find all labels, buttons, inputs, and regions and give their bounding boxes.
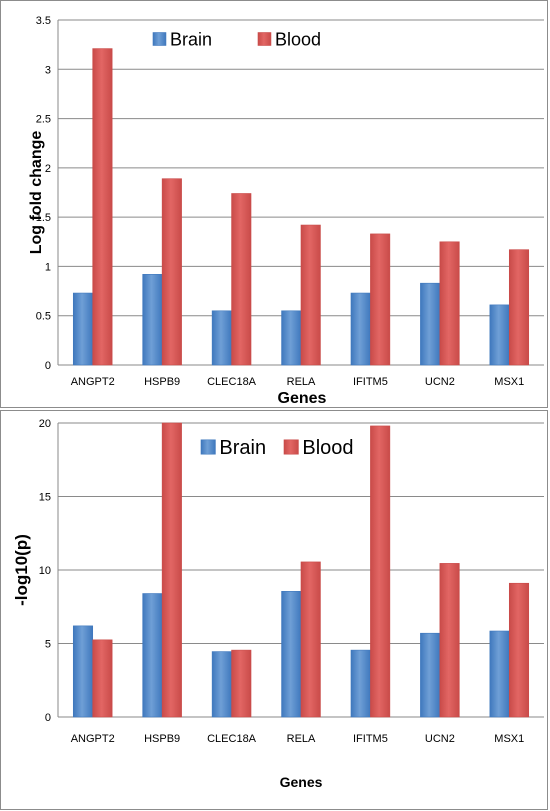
bar-blood-ifitm5 — [370, 425, 391, 718]
bar-brain-angpt2 — [72, 625, 94, 718]
y-tick-label: 0 — [45, 712, 51, 724]
y-tick-label: 2.5 — [36, 114, 51, 126]
bar-blood-ucn2 — [439, 241, 460, 366]
bar-blood-angpt2 — [92, 639, 113, 718]
bar-blood-hspb9 — [161, 178, 182, 366]
x-tick-label: HSPB9 — [144, 376, 180, 388]
y-tick-label: 0 — [45, 360, 51, 372]
y-tick-label: 15 — [39, 492, 51, 504]
legend-label-brain: Brain — [170, 29, 212, 49]
x-tick-label: RELA — [287, 733, 316, 745]
chart-log-fold-change: 0 0.5 1 1.5 2 2.5 3 3.5 ANGPT2 HSPB9 CLEC18A RELA IF… — [28, 15, 544, 407]
bar-brain-rela — [281, 310, 302, 366]
chart-neg-log10-p: 0 5 10 15 20 ANGPT2 HSPB9 CLEC18A RELA IFITM5 UCN2… — [12, 418, 544, 790]
bar-brain-clec18a — [211, 651, 232, 718]
bar-brain-ifitm5 — [350, 649, 371, 718]
x-axis-title: Genes — [278, 390, 327, 407]
y-tick-label: 5 — [45, 639, 51, 651]
x-tick-label: ANGPT2 — [71, 376, 115, 388]
y-tick-label: 1.5 — [36, 212, 51, 224]
legend-label-blood: Blood — [275, 29, 321, 49]
legend-swatch-blood — [257, 32, 272, 46]
x-tick-label: IFITM5 — [353, 733, 388, 745]
bar-brain-rela — [281, 591, 302, 718]
bar-blood-rela — [300, 561, 321, 718]
y-axis-title: Log fold change — [28, 131, 45, 255]
bar-brain-clec18a — [211, 310, 232, 366]
x-axis-title: Genes — [280, 774, 323, 790]
legend-label-blood: Blood — [302, 437, 353, 459]
x-tick-label: UCN2 — [425, 733, 455, 745]
bar-brain-angpt2 — [72, 292, 94, 366]
bar-brain-ucn2 — [420, 632, 441, 718]
bar-blood-msx1 — [508, 249, 530, 366]
x-tick-label: RELA — [287, 376, 316, 388]
bar-blood-clec18a — [231, 193, 252, 366]
chart-panel-pvalue: 0 5 10 15 20 ANGPT2 HSPB9 CLEC18A RELA IFITM5 UCN2… — [0, 410, 548, 810]
bar-blood-angpt2 — [92, 48, 113, 366]
x-tick-label: IFITM5 — [353, 376, 388, 388]
bar-brain-hspb9 — [142, 274, 163, 366]
x-tick-label: UCN2 — [425, 376, 455, 388]
x-tick-label: MSX1 — [494, 733, 524, 745]
legend-label-brain: Brain — [219, 437, 266, 459]
x-tick-label: CLEC18A — [207, 733, 257, 745]
y-tick-label: 3.5 — [36, 15, 51, 27]
legend-swatch-blood — [283, 439, 299, 455]
y-tick-label: 20 — [39, 418, 51, 430]
legend-swatch-brain — [152, 32, 167, 46]
bar-brain-ucn2 — [420, 282, 441, 366]
bar-brain-msx1 — [489, 304, 510, 366]
bar-brain-msx1 — [489, 630, 510, 718]
y-tick-label: 1 — [45, 261, 51, 273]
x-tick-label: MSX1 — [494, 376, 524, 388]
bar-brain-ifitm5 — [350, 292, 371, 366]
x-tick-label: CLEC18A — [207, 376, 257, 388]
legend-swatch-brain — [200, 439, 216, 455]
bar-blood-hspb9 — [161, 422, 182, 718]
bar-brain-hspb9 — [142, 593, 163, 718]
y-tick-label: 2 — [45, 163, 51, 175]
bar-blood-clec18a — [231, 649, 252, 718]
y-tick-label: 10 — [39, 565, 51, 577]
bar-blood-ifitm5 — [370, 233, 391, 366]
x-tick-label: HSPB9 — [144, 733, 180, 745]
y-tick-label: 3 — [45, 64, 51, 76]
bar-blood-rela — [300, 224, 321, 366]
y-axis-title: -log10(p) — [12, 534, 31, 606]
bar-blood-msx1 — [508, 582, 530, 718]
chart-panel-log-fold-change: 0 0.5 1 1.5 2 2.5 3 3.5 ANGPT2 HSPB9 CLEC18A RELA IF… — [0, 0, 548, 408]
x-tick-label: ANGPT2 — [71, 733, 115, 745]
bar-blood-ucn2 — [439, 563, 460, 718]
y-tick-label: 0.5 — [36, 311, 51, 323]
